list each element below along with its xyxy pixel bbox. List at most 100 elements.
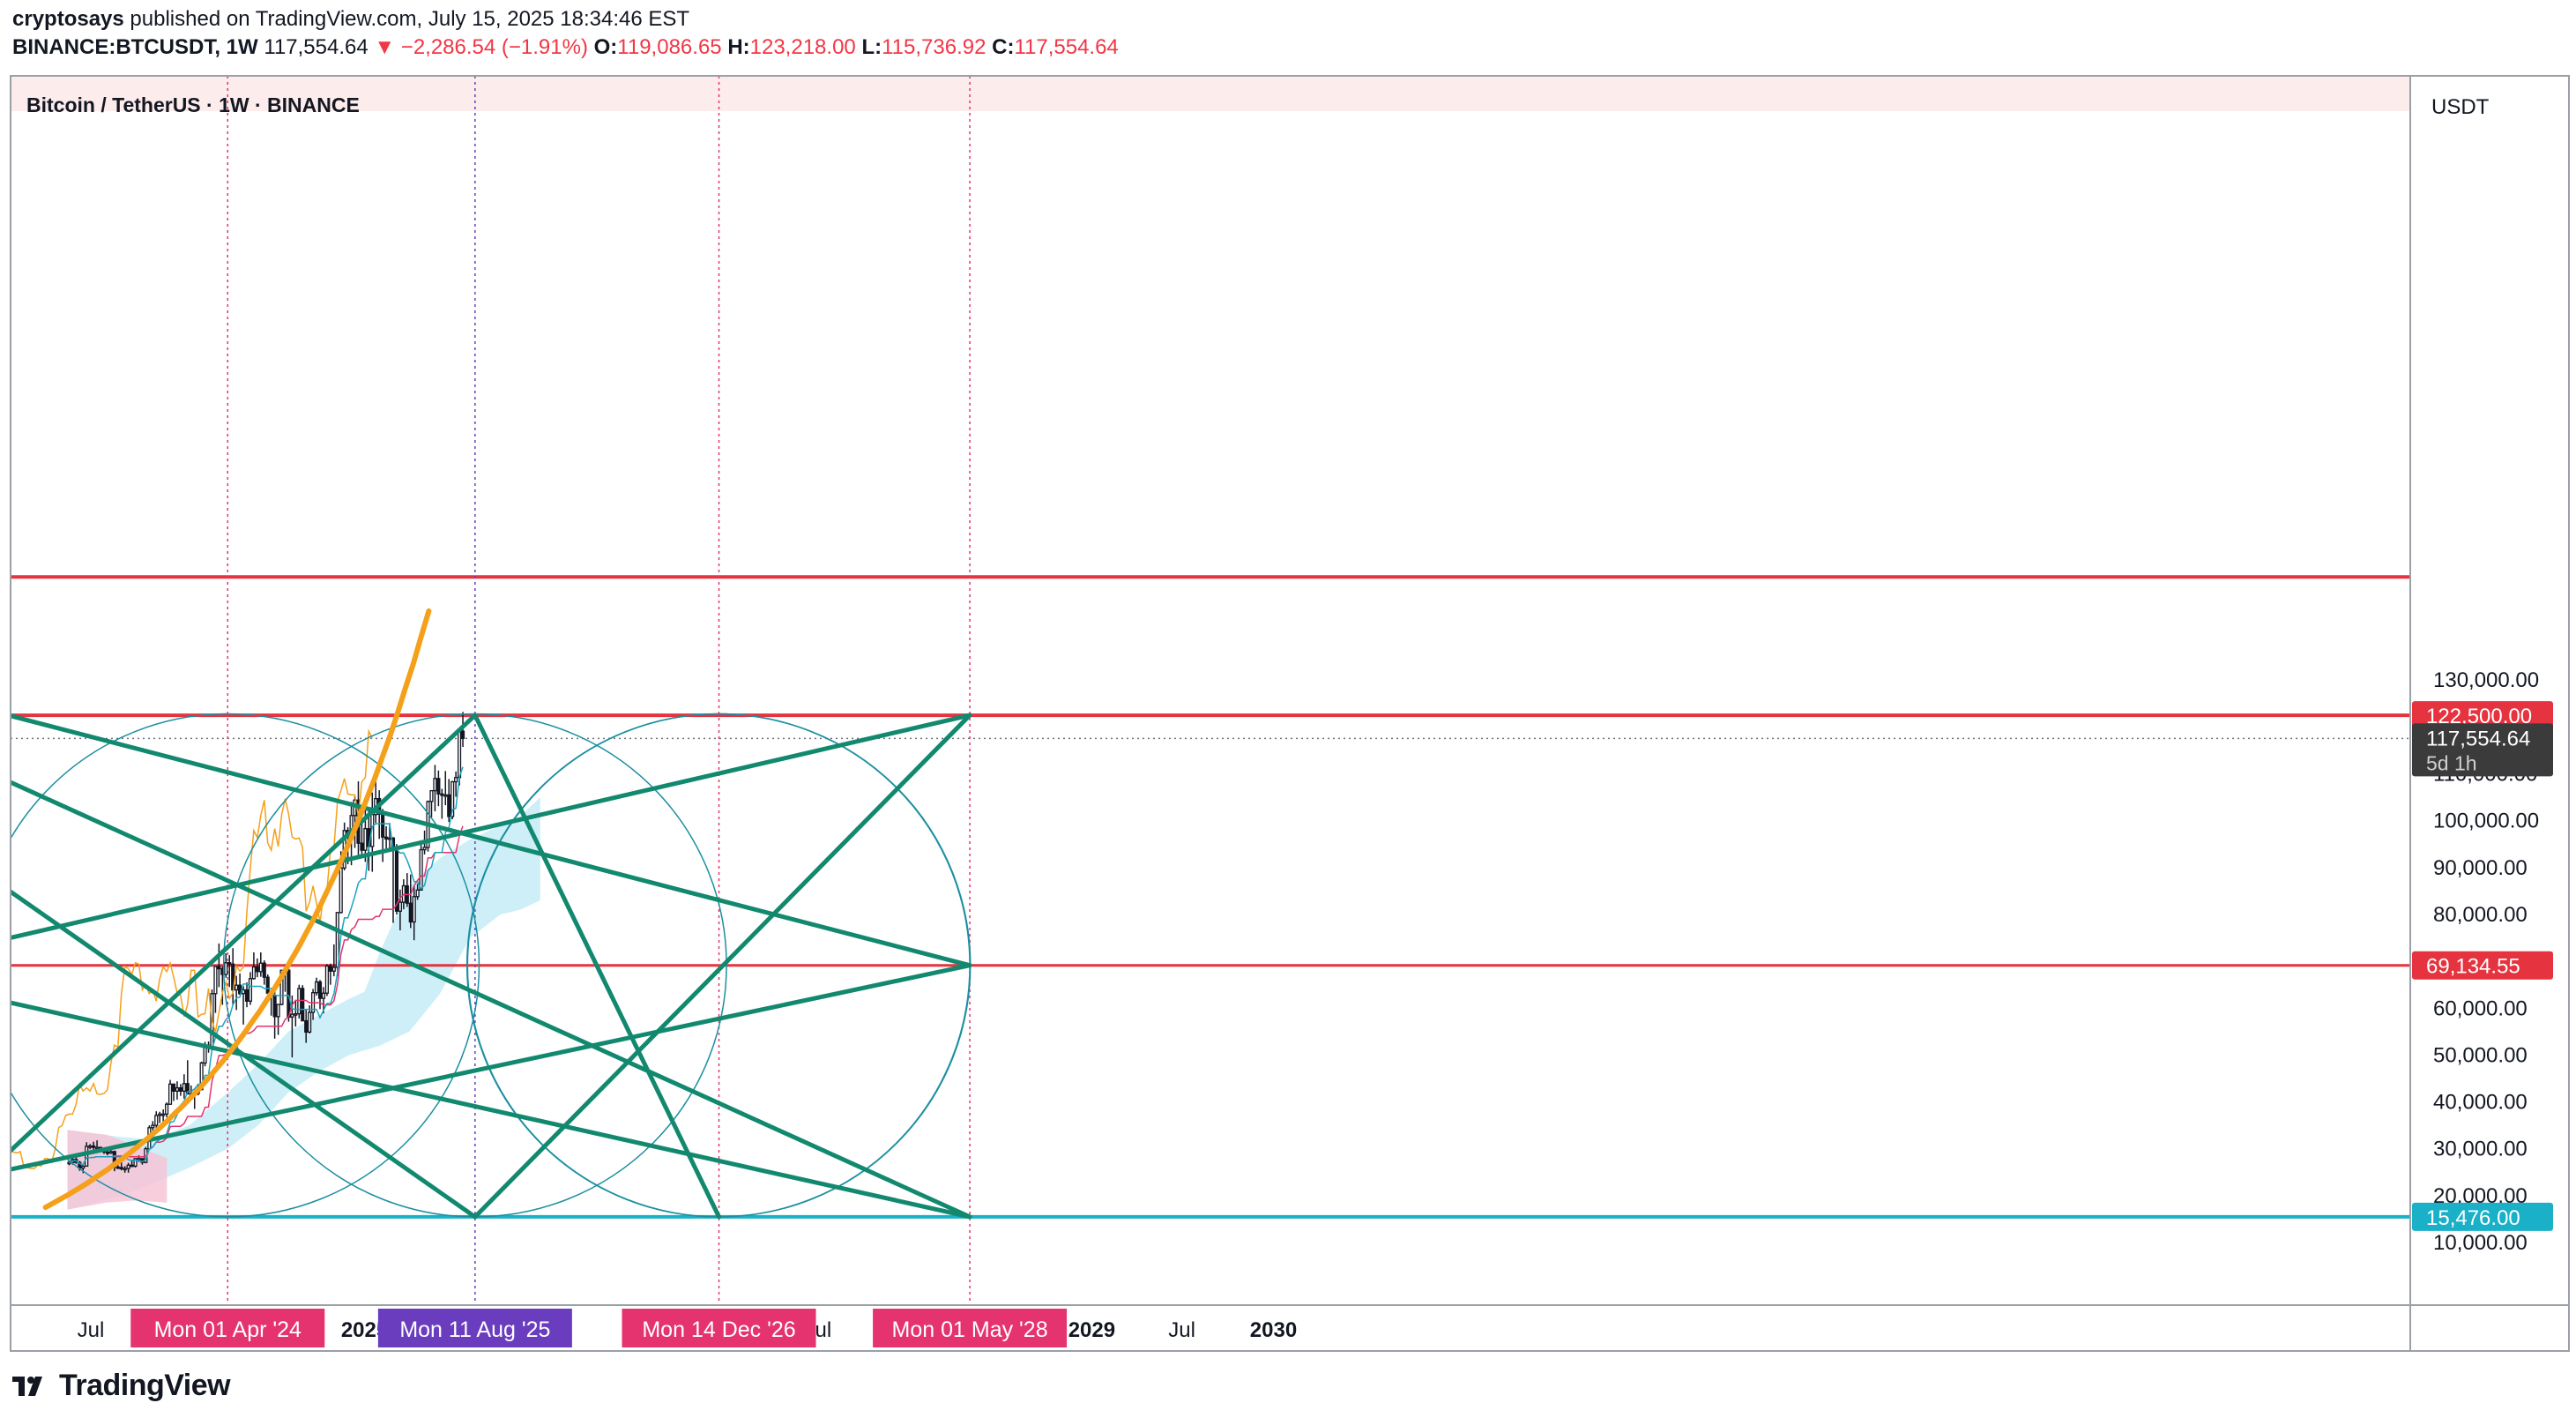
price-tick-label: 10,000.00 <box>2433 1231 2528 1255</box>
candle-body <box>443 794 448 797</box>
candle-body <box>165 1103 169 1116</box>
candle <box>251 952 256 980</box>
candle <box>168 1079 173 1105</box>
candle-body <box>85 1146 89 1168</box>
candle <box>381 809 385 862</box>
price-tick-label: 60,000.00 <box>2433 996 2528 1020</box>
candle-body <box>108 1151 113 1154</box>
candle <box>175 1081 180 1100</box>
candle-body <box>422 847 427 851</box>
plot-frame <box>10 75 2411 1352</box>
price-badge <box>2412 701 2553 730</box>
candle-body <box>384 836 389 840</box>
last-price-badge <box>2412 723 2553 777</box>
candle <box>231 948 235 1005</box>
price-tick-label: 80,000.00 <box>2433 903 2528 927</box>
candle-body <box>217 966 221 970</box>
author-name[interactable]: cryptosays <box>12 7 124 31</box>
candle-body <box>235 984 239 991</box>
date-badge <box>377 1309 572 1347</box>
candle <box>262 960 266 985</box>
candle-body <box>151 1124 155 1129</box>
candle <box>248 972 253 1005</box>
change-value: −2,286.54 (−1.91%) <box>400 35 588 59</box>
candle <box>443 771 448 806</box>
candle-body <box>238 984 242 995</box>
candle <box>182 1074 186 1099</box>
countdown-label: 5d 1h <box>2426 751 2477 774</box>
candle <box>171 1083 176 1101</box>
candle <box>311 989 316 1020</box>
candle-body <box>460 730 465 739</box>
candle <box>377 790 382 840</box>
trend-line <box>11 780 972 1220</box>
candle-body <box>433 778 437 792</box>
candle-body <box>272 995 277 1018</box>
candle-body <box>171 1083 176 1092</box>
candle <box>328 963 332 985</box>
candle <box>301 985 305 1022</box>
candle-body <box>81 1165 86 1169</box>
candle <box>331 944 336 977</box>
time-tick-label: 2030 <box>1250 1318 1297 1342</box>
time-tick-label: Jul <box>78 1318 105 1342</box>
candle <box>241 986 246 1025</box>
candle-body <box>294 1012 298 1016</box>
candle-body <box>227 962 232 965</box>
candle-body <box>290 1013 294 1018</box>
price-tick-label: 130,000.00 <box>2433 668 2539 692</box>
open-label: O: <box>593 35 618 59</box>
candle-body <box>339 867 343 914</box>
price-levels <box>11 575 2410 1219</box>
candle <box>308 1005 312 1034</box>
close-label: C: <box>992 35 1015 59</box>
trend-line <box>11 963 972 1172</box>
low-value: 115,736.92 <box>882 35 986 59</box>
cloud-area <box>67 797 540 1210</box>
candle <box>440 788 444 819</box>
trend-line <box>11 713 972 968</box>
candle-body <box>321 992 326 999</box>
candle-body <box>126 1164 130 1169</box>
candle-body <box>241 989 246 995</box>
ohlc-legend: BINANCE:BTCUSDT, 1W 117,554.64 ▼ −2,286.… <box>12 35 1119 60</box>
candle-body <box>436 778 441 795</box>
candle-body <box>248 978 253 1002</box>
candle-body <box>447 794 451 817</box>
publish-info: cryptosays published on TradingView.com,… <box>12 7 689 32</box>
candle-body <box>251 966 256 980</box>
candle <box>154 1111 159 1128</box>
tradingview-logo[interactable]: TradingView <box>12 1369 231 1403</box>
candle <box>276 1004 280 1035</box>
trend-line <box>11 1000 972 1220</box>
candle <box>244 982 249 1008</box>
date-badge <box>130 1309 325 1347</box>
candle <box>415 884 420 900</box>
candle-body <box>168 1083 173 1105</box>
candle-body <box>314 981 319 994</box>
price-tick-label: 40,000.00 <box>2433 1091 2528 1115</box>
drawings[interactable] <box>0 608 972 1220</box>
chikou-line <box>11 728 373 1169</box>
candle <box>123 1166 127 1173</box>
time-tick-label: 2029 <box>1068 1318 1115 1342</box>
candle-body <box>450 780 455 817</box>
trend-line <box>11 889 478 1220</box>
candle-body <box>429 789 434 802</box>
candlesticks <box>67 712 465 1174</box>
candle-body <box>297 988 302 1015</box>
candle-body <box>308 1011 312 1034</box>
candle-body <box>287 969 291 1018</box>
candle-body <box>133 1158 138 1168</box>
candle <box>94 1140 100 1150</box>
trend-line <box>473 713 972 1220</box>
candle-body <box>387 837 392 840</box>
tradingview-logo-icon <box>12 1377 42 1397</box>
candle-body <box>324 965 329 994</box>
candle-body <box>360 842 364 851</box>
currency-label[interactable]: USDT <box>2431 95 2490 119</box>
date-badge <box>622 1309 816 1347</box>
date-badge-label: Mon 01 Apr '24 <box>154 1317 302 1342</box>
date-marker-lines <box>227 76 971 1305</box>
